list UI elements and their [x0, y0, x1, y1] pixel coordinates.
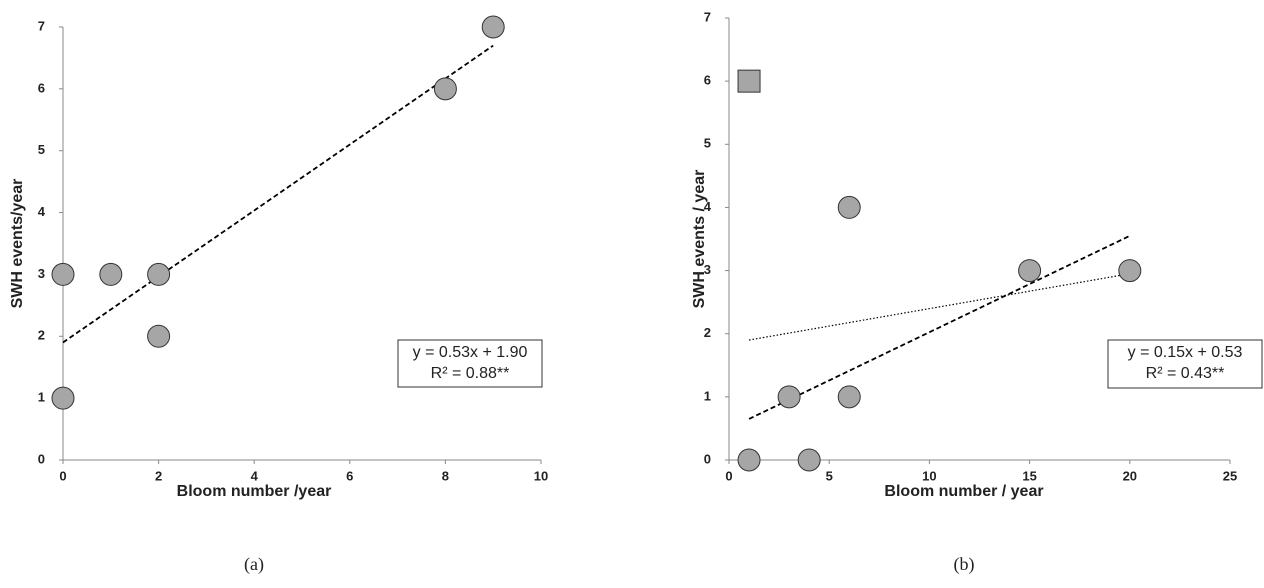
- point: [1118, 259, 1142, 283]
- point: [51, 386, 75, 410]
- point: [147, 324, 171, 348]
- y-tick-label: 7: [704, 9, 711, 24]
- x-tick-label: 5: [826, 468, 833, 483]
- annotation-box: [397, 339, 543, 388]
- x-tick-label: 10: [534, 468, 548, 483]
- y-tick-label: 6: [38, 80, 45, 95]
- x-tick-label: 6: [346, 468, 353, 483]
- annotation: R² = 0.43**: [1146, 365, 1225, 382]
- trendline: [748, 273, 1130, 341]
- point: [777, 385, 801, 409]
- x-tick-label: 8: [442, 468, 449, 483]
- y-tick-label: 1: [38, 390, 45, 405]
- caption: (a): [244, 554, 264, 575]
- y-tick-label: 3: [704, 262, 711, 277]
- annotation: y = 0.15x + 0.53: [1128, 344, 1243, 361]
- trendline: [62, 44, 494, 344]
- y-tick-label: 0: [704, 451, 711, 466]
- x-axis-label: Bloom number /year: [177, 483, 332, 500]
- point: [797, 448, 821, 472]
- x-tick-label: 20: [1123, 468, 1137, 483]
- x-tick-label: 10: [922, 468, 936, 483]
- annotation-box: [1107, 339, 1263, 389]
- point: [737, 448, 761, 472]
- point: [1018, 259, 1042, 283]
- y-axis-label: SWH events / year: [691, 170, 708, 309]
- x-tick-label: 0: [59, 468, 66, 483]
- y-tick-label: 0: [38, 451, 45, 466]
- caption: (b): [954, 554, 975, 575]
- y-tick-label: 6: [704, 73, 711, 88]
- y-tick-label: 7: [38, 18, 45, 33]
- annotation: R² = 0.88**: [431, 365, 510, 382]
- x-tick-label: 25: [1223, 468, 1237, 483]
- x-axis-label: Bloom number / year: [884, 483, 1043, 500]
- y-tick-label: 4: [38, 204, 46, 219]
- x-tick-label: 15: [1022, 468, 1036, 483]
- point: [99, 262, 123, 286]
- x-tick-label: 2: [155, 468, 162, 483]
- y-tick-label: 3: [38, 266, 45, 281]
- y-tick-label: 4: [704, 199, 712, 214]
- point: [481, 15, 505, 39]
- point: [51, 262, 75, 286]
- y-tick-label: 5: [704, 136, 711, 151]
- y-tick-label: 2: [704, 325, 711, 340]
- point: [147, 262, 171, 286]
- x-tick-label: 4: [251, 468, 259, 483]
- y-axis-label: SWH events/year: [9, 179, 26, 309]
- annotation: y = 0.53x + 1.90: [413, 344, 528, 361]
- x-tick-label: 0: [725, 468, 732, 483]
- y-tick-label: 5: [38, 142, 45, 157]
- point: [737, 69, 761, 93]
- point: [837, 385, 861, 409]
- y-tick-label: 1: [704, 388, 711, 403]
- trendline: [748, 235, 1131, 420]
- y-tick-label: 2: [38, 328, 45, 343]
- point: [837, 195, 861, 219]
- point: [433, 77, 457, 101]
